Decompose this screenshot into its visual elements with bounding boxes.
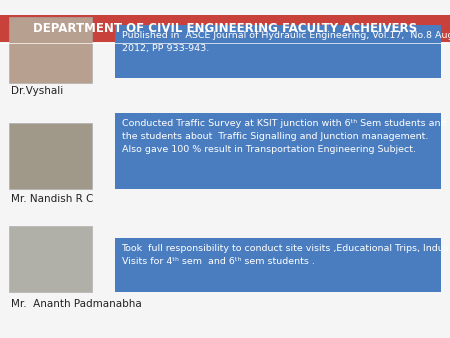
Text: Conducted Traffic Survey at KSIT junction with 6ᵗʰ Sem students and lead
the stu: Conducted Traffic Survey at KSIT junctio…: [122, 119, 450, 154]
FancyBboxPatch shape: [115, 113, 441, 189]
Text: Took  full responsibility to conduct site visits ,Educational Trips, Industrial
: Took full responsibility to conduct site…: [122, 244, 450, 266]
Text: Dr.Vyshali: Dr.Vyshali: [11, 86, 63, 96]
FancyBboxPatch shape: [9, 123, 92, 189]
Text: Mr.  Ananth Padmanabha: Mr. Ananth Padmanabha: [11, 298, 142, 309]
FancyBboxPatch shape: [9, 17, 92, 83]
FancyBboxPatch shape: [9, 226, 92, 292]
Text: Published in  ASCE Journal of Hydraulic Engineering, Vol.17,  No.8 August
2012, : Published in ASCE Journal of Hydraulic E…: [122, 31, 450, 53]
FancyBboxPatch shape: [115, 25, 441, 78]
Text: Mr. Nandish R C: Mr. Nandish R C: [11, 194, 94, 204]
FancyBboxPatch shape: [0, 15, 450, 42]
Text: DEPARTMENT OF CIVIL ENGINEERING FACULTY ACHEIVERS: DEPARTMENT OF CIVIL ENGINEERING FACULTY …: [33, 22, 417, 35]
FancyBboxPatch shape: [115, 238, 441, 292]
